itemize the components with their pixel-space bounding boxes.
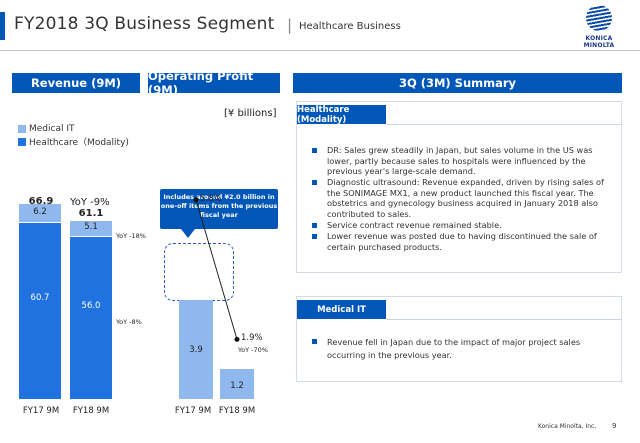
margin-label-fy17: 5.8% bbox=[200, 193, 222, 204]
list-item: Diagnostic ultrasound: Revenue expanded,… bbox=[312, 177, 610, 219]
op-x-label-fy18: FY18 9M bbox=[218, 406, 256, 416]
one-off-highlight-box bbox=[164, 243, 234, 301]
total-label-fy17: 66.9 bbox=[28, 196, 54, 207]
title-bar: FY2018 3Q Business Segment | Healthcare … bbox=[0, 0, 640, 52]
globe-logo-icon bbox=[586, 5, 612, 31]
operating-profit-header: Operating Profit (9M) bbox=[148, 69, 280, 97]
legend-label: Medical IT bbox=[29, 124, 75, 134]
healthcare-section-frame bbox=[296, 101, 622, 273]
summary-header: 3Q (3M) Summary bbox=[293, 73, 622, 93]
unit-label: [¥ billions] bbox=[224, 108, 277, 119]
bar-label-modality-fy17: 60.7 bbox=[30, 292, 50, 303]
margin-label-fy18: 1.9% bbox=[241, 333, 263, 344]
medical-it-section-rule bbox=[386, 319, 622, 320]
medical-it-bullet-list: Revenue fell in Japan due to the impact … bbox=[312, 336, 610, 363]
list-item: Lower revenue was posted due to having d… bbox=[312, 231, 610, 252]
page-number: 9 bbox=[612, 422, 617, 430]
legend-swatch bbox=[18, 137, 26, 146]
footer-company: Konica Minolta, Inc. bbox=[538, 423, 597, 430]
x-label-fy18: FY18 9M bbox=[72, 406, 110, 416]
medical-it-section-frame bbox=[296, 296, 622, 382]
bar-label-medical-it-fy17: 6.2 bbox=[33, 206, 47, 217]
page-title: FY2018 3Q Business Segment bbox=[14, 14, 275, 34]
op-x-label-fy17: FY17 9M bbox=[174, 406, 212, 416]
x-label-fy17: FY17 9M bbox=[22, 406, 60, 416]
total-label-fy18: 61.1 bbox=[78, 208, 104, 219]
total-yoy-label: YoY -9% bbox=[70, 197, 110, 208]
list-item: DR: Sales grew steadily in Japan, but sa… bbox=[312, 145, 610, 177]
logo-wordmark: KONICA MINOLTA bbox=[583, 35, 615, 49]
modality-yoy-label: YoY -8% bbox=[116, 318, 142, 326]
healthcare-section-header: Healthcare (Modality) bbox=[297, 105, 386, 125]
title-divider bbox=[0, 50, 640, 51]
legend-item-medical-it: Medical IT bbox=[18, 124, 75, 134]
callout-pointer bbox=[181, 229, 195, 238]
margin-point-fy18 bbox=[234, 336, 240, 342]
medical-it-yoy-label: YoY -18% bbox=[116, 232, 146, 240]
op-bar-label-fy17: 3.9 bbox=[189, 344, 203, 355]
bar-medical-it-fy18 bbox=[70, 220, 112, 236]
healthcare-section-rule bbox=[386, 124, 622, 125]
title-separator: | bbox=[287, 16, 293, 34]
legend-label: Healthcare（Modality) bbox=[29, 138, 129, 148]
bar-modality-fy17 bbox=[19, 221, 61, 399]
bar-modality-fy18 bbox=[70, 235, 112, 399]
company-logo: KONICA MINOLTA bbox=[571, 5, 627, 51]
op-yoy-label: YoY -70% bbox=[238, 346, 268, 354]
title-accent-bar bbox=[0, 12, 5, 40]
bar-label-medical-it-fy18: 5.1 bbox=[84, 222, 98, 233]
legend-swatch bbox=[18, 125, 26, 133]
page-subtitle: Healthcare Business bbox=[299, 21, 401, 32]
list-item: Revenue fell in Japan due to the impact … bbox=[312, 336, 610, 362]
op-bar-label-fy18: 1.2 bbox=[230, 380, 244, 391]
bar-medical-it-fy17 bbox=[19, 203, 61, 222]
medical-it-section-header: Medical IT bbox=[297, 300, 386, 319]
legend-item-modality: Healthcare（Modality) bbox=[18, 135, 129, 148]
bar-label-modality-fy18: 56.0 bbox=[81, 301, 101, 311]
healthcare-bullet-list: DR: Sales grew steadily in Japan, but sa… bbox=[312, 145, 610, 253]
revenue-header: Revenue (9M) bbox=[12, 73, 140, 93]
list-item: Service contract revenue remained stable… bbox=[312, 220, 610, 231]
op-bar-fy18 bbox=[220, 368, 254, 399]
